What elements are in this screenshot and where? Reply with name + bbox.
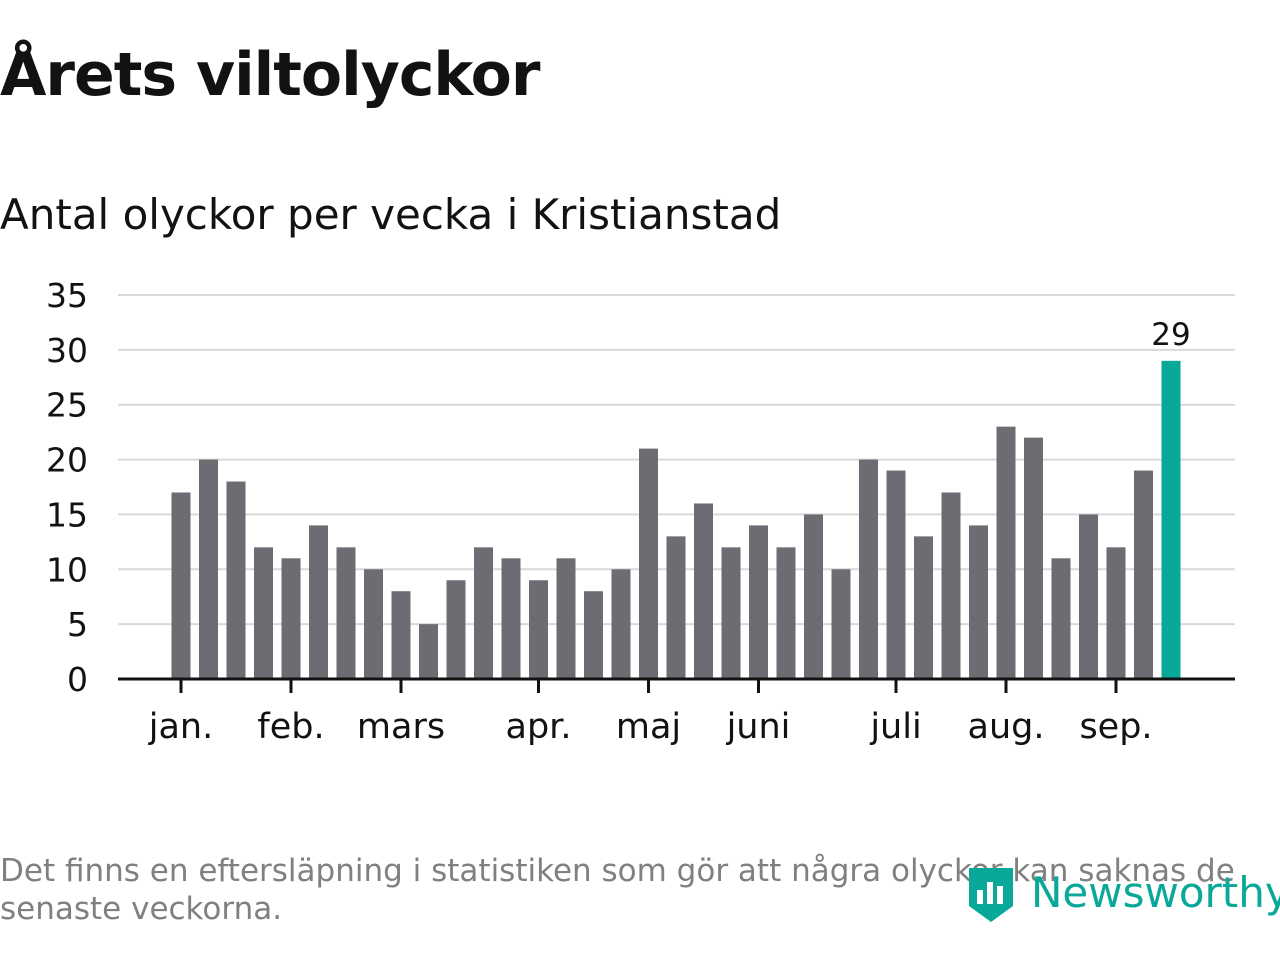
bar xyxy=(1134,470,1153,679)
x-tick-label: mars xyxy=(357,707,445,747)
bar xyxy=(199,459,218,679)
y-tick-label: 25 xyxy=(46,386,88,425)
bar xyxy=(364,569,383,679)
bar xyxy=(584,591,603,679)
bar xyxy=(996,426,1016,679)
brand-logo: Newsworthy xyxy=(965,862,1280,922)
bar xyxy=(804,514,823,679)
footnote: Det finns en eftersläpning i statistiken… xyxy=(0,853,1235,927)
bar xyxy=(529,580,548,679)
bar xyxy=(171,492,191,679)
bar-highlight xyxy=(1161,360,1181,679)
bar xyxy=(1106,547,1126,679)
x-tick-label: jan. xyxy=(148,707,213,747)
x-tick-label: juli xyxy=(869,707,921,747)
bar xyxy=(694,503,713,679)
bar xyxy=(419,624,438,679)
bar xyxy=(886,470,906,679)
bar xyxy=(446,580,466,679)
bar xyxy=(914,536,933,679)
y-tick-label: 30 xyxy=(46,331,88,370)
bar xyxy=(749,525,768,679)
y-tick-label: 0 xyxy=(67,660,88,699)
bar xyxy=(501,558,521,679)
data-label: 29 xyxy=(1151,317,1190,353)
chart-subtitle: Antal olyckor per vecka i Kristianstad xyxy=(0,190,782,239)
bar xyxy=(1024,437,1043,679)
bar-chart-logo-icon xyxy=(969,868,1013,922)
bar xyxy=(831,569,851,679)
bar xyxy=(721,547,741,679)
y-tick-label: 5 xyxy=(67,605,88,644)
x-tick-label: sep. xyxy=(1079,707,1152,747)
bar xyxy=(309,525,328,679)
bar xyxy=(969,525,988,679)
x-tick-label: aug. xyxy=(968,707,1045,747)
bar xyxy=(1079,514,1098,679)
bar xyxy=(474,547,493,679)
bar xyxy=(666,536,686,679)
y-tick-label: 10 xyxy=(46,550,88,589)
y-tick-label: 20 xyxy=(46,441,88,480)
bar xyxy=(254,547,273,679)
bar xyxy=(556,558,576,679)
y-tick-label: 15 xyxy=(46,495,88,534)
bar xyxy=(611,569,631,679)
y-tick-label: 35 xyxy=(46,276,88,315)
bar xyxy=(639,448,658,679)
bar xyxy=(941,492,961,679)
bar xyxy=(336,547,356,679)
chart-title: Årets viltolyckor xyxy=(0,40,540,110)
bar xyxy=(776,547,796,679)
x-tick-label: feb. xyxy=(257,707,324,747)
bar xyxy=(391,591,411,679)
bar-chart: 0 5 10 15 20 25 30 35 29 jan. feb. mars apr. maj juni j… xyxy=(46,276,1235,747)
brand-name: Newsworthy xyxy=(1031,867,1280,917)
bar xyxy=(226,481,246,679)
bar xyxy=(1051,558,1071,679)
x-tick-label: apr. xyxy=(506,707,572,747)
x-tick-label: juni xyxy=(726,707,791,747)
bar xyxy=(859,459,878,679)
bar xyxy=(281,558,301,679)
x-tick-label: maj xyxy=(616,707,681,747)
